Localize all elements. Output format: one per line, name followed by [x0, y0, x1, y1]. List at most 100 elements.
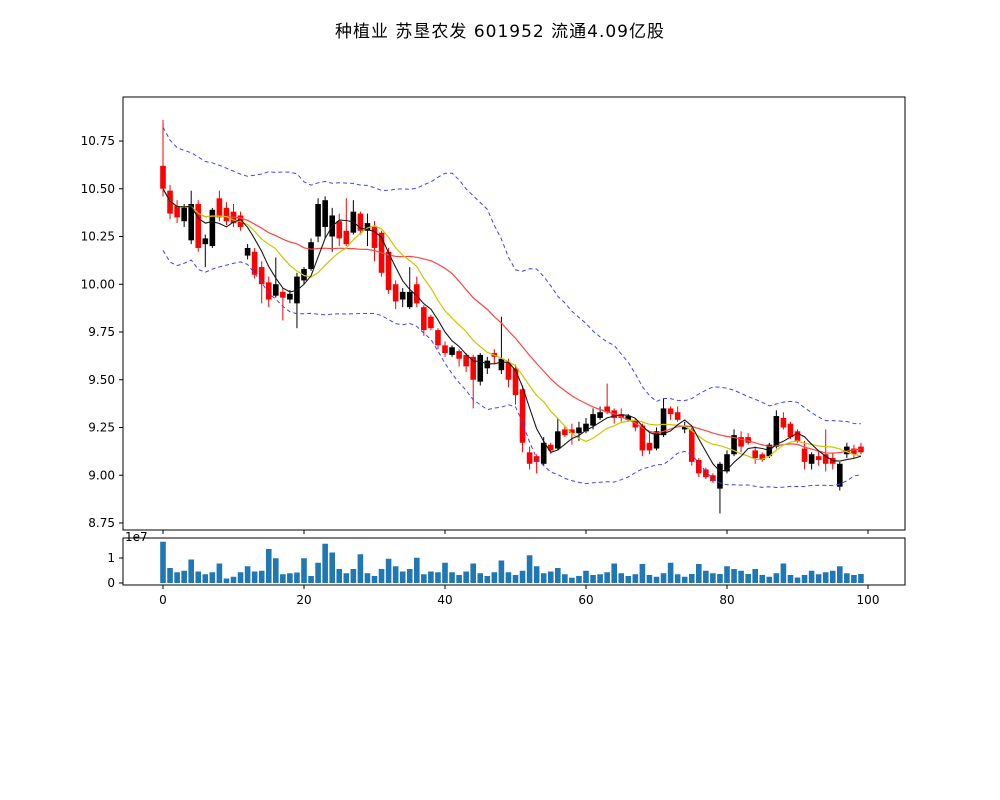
candle-body — [364, 223, 371, 231]
kline-figure: 10.75 10.50 10.25 10.00 9.75 9.50 9.25 9.00 8.75… — [81, 96, 906, 607]
candle-body — [667, 408, 674, 415]
ma5-line — [162, 188, 862, 473]
candle-body — [815, 456, 822, 460]
candle-body — [456, 351, 462, 359]
volume-bar — [759, 575, 766, 583]
candle-body — [519, 389, 526, 443]
price-axes-frame — [122, 96, 906, 531]
candle-body — [449, 347, 455, 355]
moving-average-lines — [162, 188, 862, 473]
volume-bar — [505, 572, 512, 583]
candle-body — [731, 435, 737, 455]
candle-body — [385, 251, 392, 290]
volume-bar — [611, 563, 617, 583]
volume-bar — [322, 543, 328, 583]
candle-body — [251, 251, 258, 275]
volume-bar — [209, 572, 216, 583]
candle-body — [801, 448, 808, 462]
volume-bar — [547, 571, 554, 583]
volume-bar — [576, 576, 582, 583]
volume-bar — [766, 576, 773, 583]
volume-bar — [724, 566, 730, 583]
volume-bar — [244, 566, 251, 583]
candle-body — [195, 204, 202, 248]
candle-body — [653, 431, 660, 449]
candle-body — [681, 425, 688, 430]
candle-body — [505, 362, 512, 380]
candle-body — [392, 284, 399, 302]
candle-body — [371, 226, 378, 248]
volume-bar — [343, 573, 350, 583]
volume-bar — [202, 574, 209, 583]
volume-bar — [216, 563, 223, 583]
candle-body — [421, 307, 427, 331]
candle-body — [223, 207, 230, 222]
axes-frames — [122, 96, 906, 586]
volume-bar — [498, 560, 505, 583]
price-y-tick-label: 10.00 — [81, 277, 115, 291]
volume-bar — [815, 574, 822, 583]
candle-body — [174, 205, 180, 218]
x-tick-label: 60 — [578, 593, 593, 607]
candle-body — [188, 204, 194, 241]
ma10-line — [162, 188, 862, 461]
volume-bar — [597, 574, 603, 583]
candle-body — [625, 416, 632, 420]
candle-body — [752, 450, 758, 459]
volume-bar — [484, 576, 491, 583]
candle-body — [273, 284, 279, 296]
candle-body — [258, 267, 265, 285]
volume-bar — [681, 576, 688, 583]
axis-ticks-and-labels: 10.75 10.50 10.25 10.00 9.75 9.50 9.25 9.00 8.75… — [81, 134, 880, 607]
volume-bar — [703, 570, 709, 583]
candle-body — [597, 412, 603, 418]
volume-bar — [533, 566, 540, 583]
candle-body — [858, 446, 864, 453]
volume-bar — [456, 575, 462, 583]
chart-title: 种植业 苏垦农发 601952 流通4.09亿股 — [335, 22, 665, 42]
volume-bar — [512, 575, 519, 583]
volume-bar — [569, 577, 575, 583]
volume-bar — [717, 574, 723, 583]
candle-body — [265, 282, 272, 300]
volume-bar — [674, 574, 681, 583]
candle-body — [336, 221, 343, 239]
candle-body — [308, 242, 314, 269]
candle-body — [470, 356, 476, 380]
candle-body — [745, 437, 751, 443]
volume-bar — [526, 555, 533, 583]
volume-bar — [851, 575, 857, 583]
candle-body — [477, 354, 484, 382]
candle-body — [287, 293, 293, 300]
volume-bar — [265, 549, 272, 583]
volume-bar — [336, 569, 343, 583]
candle-body — [526, 452, 533, 464]
volume-bar — [646, 575, 653, 583]
volume-bar — [829, 570, 836, 583]
candle-body — [181, 207, 187, 222]
volume-bar — [174, 572, 180, 583]
volume-bar — [449, 572, 455, 583]
volume-bar — [385, 558, 392, 583]
volume-bar — [230, 576, 237, 583]
volume-bar — [357, 554, 364, 583]
candle-body — [583, 423, 589, 432]
volume-bar — [167, 568, 173, 583]
volume-bar — [787, 575, 794, 583]
volume-bar — [428, 571, 434, 583]
price-y-tick-label: 10.25 — [81, 230, 115, 244]
volume-bar — [287, 573, 293, 583]
volume-bar — [801, 575, 808, 583]
volume-bar — [399, 571, 406, 583]
candle-body — [576, 427, 582, 434]
candle-body — [533, 456, 540, 462]
candle-body — [428, 316, 434, 329]
volume-bar — [731, 569, 737, 583]
volume-bar — [604, 572, 610, 583]
volume-bar — [414, 557, 420, 583]
candle-body — [463, 354, 469, 367]
candle-body — [301, 268, 307, 281]
x-tick-label: 100 — [857, 593, 880, 607]
candle-body — [399, 291, 406, 300]
candle-body — [710, 475, 716, 481]
